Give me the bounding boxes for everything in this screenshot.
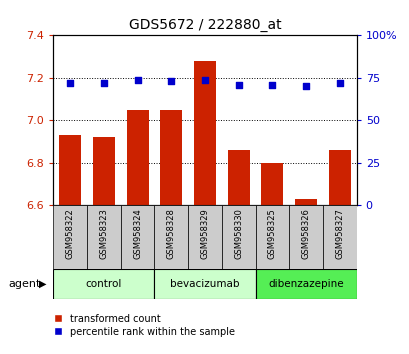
Point <box>235 82 241 87</box>
Point <box>134 77 141 82</box>
Text: agent: agent <box>8 279 40 289</box>
Point <box>201 77 208 82</box>
Text: control: control <box>85 279 122 289</box>
Text: GSM958327: GSM958327 <box>335 209 344 259</box>
Point <box>302 84 309 89</box>
Text: GSM958322: GSM958322 <box>65 209 74 259</box>
Title: GDS5672 / 222880_at: GDS5672 / 222880_at <box>128 18 281 32</box>
Bar <box>59 135 81 205</box>
Bar <box>160 110 182 205</box>
Text: ▶: ▶ <box>39 279 46 289</box>
Text: GSM958323: GSM958323 <box>99 209 108 259</box>
Bar <box>328 150 350 205</box>
Bar <box>53 269 154 299</box>
Bar <box>255 269 356 299</box>
Bar <box>188 205 221 269</box>
Legend: transformed count, percentile rank within the sample: transformed count, percentile rank withi… <box>54 314 234 337</box>
Bar <box>221 205 255 269</box>
Text: bevacizumab: bevacizumab <box>170 279 239 289</box>
Text: GSM958324: GSM958324 <box>133 209 142 259</box>
Point <box>100 80 107 86</box>
Text: GSM958326: GSM958326 <box>301 209 310 259</box>
Bar <box>289 205 322 269</box>
Text: GSM958328: GSM958328 <box>166 209 175 259</box>
Bar <box>193 61 216 205</box>
Bar <box>120 205 154 269</box>
Bar <box>126 110 148 205</box>
Bar <box>87 205 120 269</box>
Text: dibenzazepine: dibenzazepine <box>267 279 343 289</box>
Bar <box>154 205 188 269</box>
Bar <box>255 205 289 269</box>
Bar <box>227 150 249 205</box>
Bar <box>322 205 356 269</box>
Text: GSM958325: GSM958325 <box>267 209 276 259</box>
Text: GSM958330: GSM958330 <box>234 209 243 259</box>
Bar <box>53 205 87 269</box>
Text: GSM958329: GSM958329 <box>200 209 209 259</box>
Point <box>67 80 73 86</box>
Bar <box>294 199 316 205</box>
Bar <box>154 269 255 299</box>
Bar <box>261 163 283 205</box>
Point <box>336 80 342 86</box>
Point <box>268 82 275 87</box>
Point <box>168 79 174 84</box>
Bar <box>93 137 115 205</box>
